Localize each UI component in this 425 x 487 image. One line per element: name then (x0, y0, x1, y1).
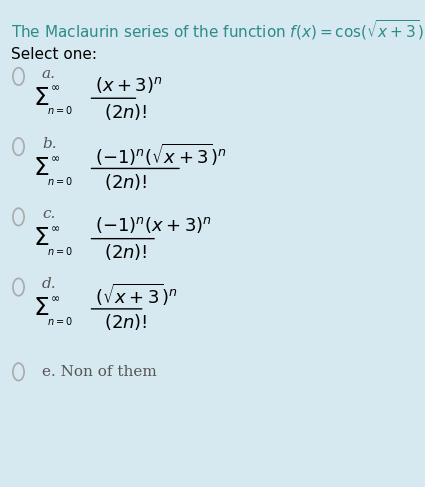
Text: $\Sigma$: $\Sigma$ (33, 87, 49, 110)
Text: $n=0$: $n=0$ (48, 104, 73, 116)
Text: $\infty$: $\infty$ (50, 153, 60, 163)
Text: $(-1)^{n}(\sqrt{x+3})^{n}$: $(-1)^{n}(\sqrt{x+3})^{n}$ (95, 142, 227, 168)
Text: $(2n)!$: $(2n)!$ (104, 242, 147, 262)
Text: b.: b. (42, 137, 57, 151)
Text: $\Sigma$: $\Sigma$ (33, 298, 49, 320)
Text: a.: a. (42, 67, 56, 81)
Text: $n=0$: $n=0$ (48, 245, 73, 257)
Text: $n=0$: $n=0$ (48, 174, 73, 187)
Text: e. Non of them: e. Non of them (42, 365, 156, 379)
Text: $\infty$: $\infty$ (50, 223, 60, 233)
Text: $\infty$: $\infty$ (50, 83, 60, 93)
Text: $(x + 3)^{n}$: $(x + 3)^{n}$ (95, 75, 162, 94)
Text: Select one:: Select one: (11, 47, 97, 62)
Text: $n=0$: $n=0$ (48, 315, 73, 327)
Text: $(-1)^{n}(x + 3)^{n}$: $(-1)^{n}(x + 3)^{n}$ (95, 215, 212, 235)
Text: $(\sqrt{x+3})^{n}$: $(\sqrt{x+3})^{n}$ (95, 282, 177, 308)
Text: The Maclaurin series of the function $f(x) = \cos(\sqrt{x+3})$ is: The Maclaurin series of the function $f(… (11, 19, 425, 42)
Text: $(2n)!$: $(2n)!$ (104, 172, 147, 192)
Text: $\infty$: $\infty$ (50, 293, 60, 303)
Text: c.: c. (42, 207, 55, 221)
Text: $(2n)!$: $(2n)!$ (104, 102, 147, 122)
Text: $\Sigma$: $\Sigma$ (33, 157, 49, 180)
Text: $(2n)!$: $(2n)!$ (104, 313, 147, 333)
Text: d.: d. (42, 278, 57, 291)
Text: $\Sigma$: $\Sigma$ (33, 227, 49, 250)
